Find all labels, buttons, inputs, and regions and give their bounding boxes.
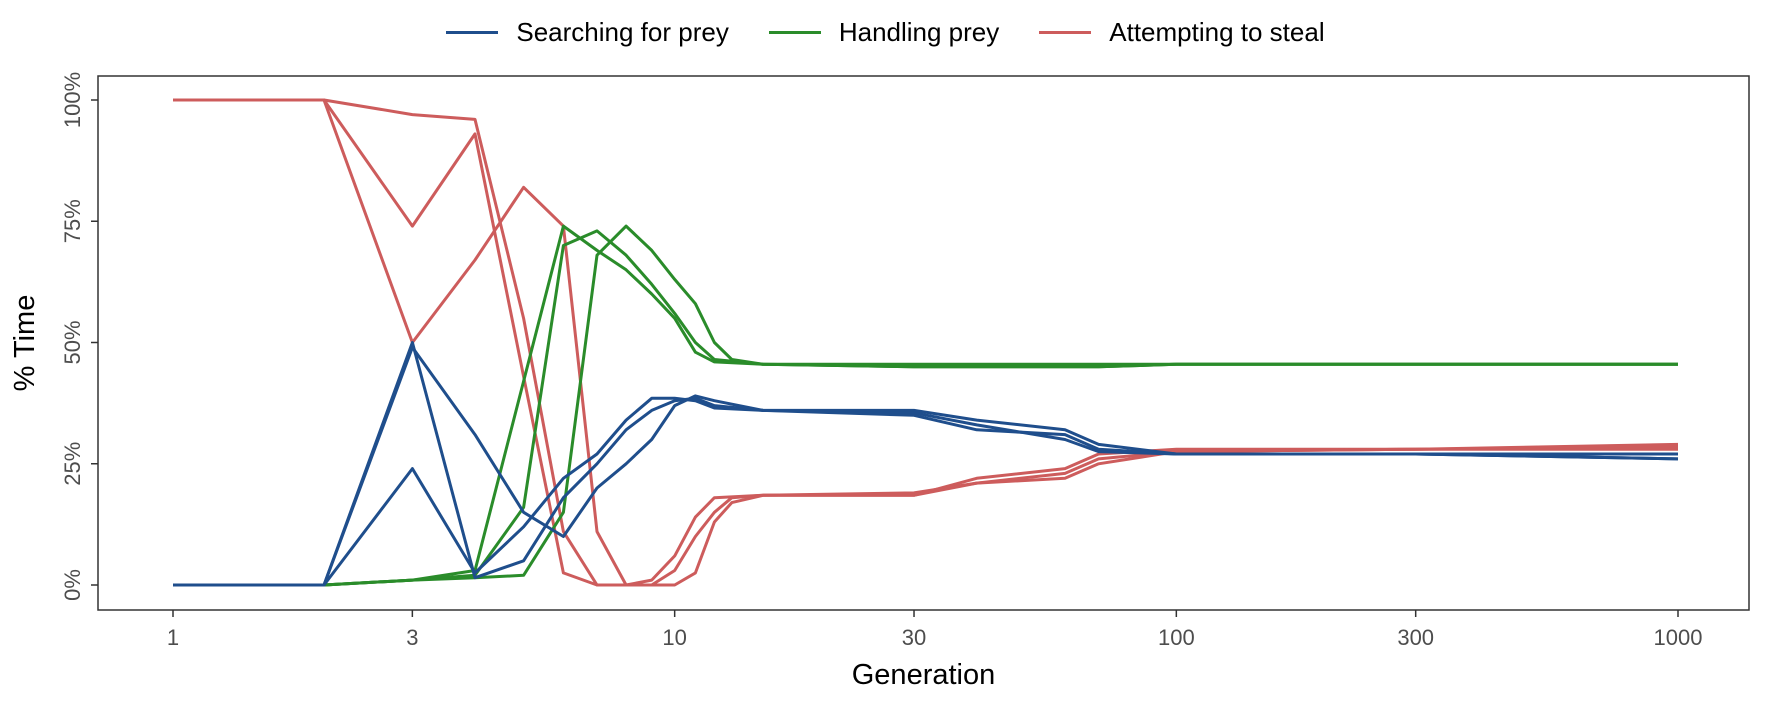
y-tick-label: 25% (60, 442, 85, 486)
series-line-handling-prey (173, 224, 1678, 587)
series-line-handling-prey (173, 224, 1678, 587)
series-line-searching-for-prey (173, 341, 1678, 587)
legend-label-handling: Handling prey (838, 16, 1000, 47)
x-tick-label: 3 (406, 625, 418, 650)
x-tick-label: 1000 (1654, 625, 1703, 650)
legend-swatch-handling (768, 30, 821, 34)
legend-label-searching: Searching for prey (516, 16, 729, 47)
y-tick-label: 75% (60, 199, 85, 243)
legend-item-handling: Handling prey (768, 16, 1000, 48)
x-tick-label: 300 (1397, 625, 1434, 650)
x-tick-label: 100 (1158, 625, 1195, 650)
series-layer (173, 98, 1679, 587)
legend-item-searching: Searching for prey (446, 16, 729, 48)
legend-swatch-searching (446, 30, 499, 34)
series-line-attempting-to-steal (173, 98, 1679, 587)
legend-item-stealing: Attempting to steal (1039, 16, 1325, 48)
series-line-attempting-to-steal (173, 98, 1678, 587)
x-tick-label: 30 (902, 625, 926, 650)
series-line-attempting-to-steal (173, 98, 1679, 587)
legend-label-stealing: Attempting to steal (1109, 16, 1325, 47)
y-axis-title: % Time (9, 295, 41, 392)
y-tick-label: 100% (60, 72, 85, 128)
y-tick-label: 0% (60, 569, 85, 601)
legend-swatch-stealing (1039, 30, 1092, 34)
x-axis-title: Generation (852, 659, 996, 691)
x-tick-label: 10 (662, 625, 686, 650)
axes-layer: 1 3 10 30 100 300 1000 0% 25% 50% 75% 100% (60, 72, 1702, 650)
legend: Searching for prey Handling prey Attempt… (0, 12, 1771, 52)
y-tick-label: 50% (60, 320, 85, 364)
x-tick-label: 1 (167, 625, 179, 650)
